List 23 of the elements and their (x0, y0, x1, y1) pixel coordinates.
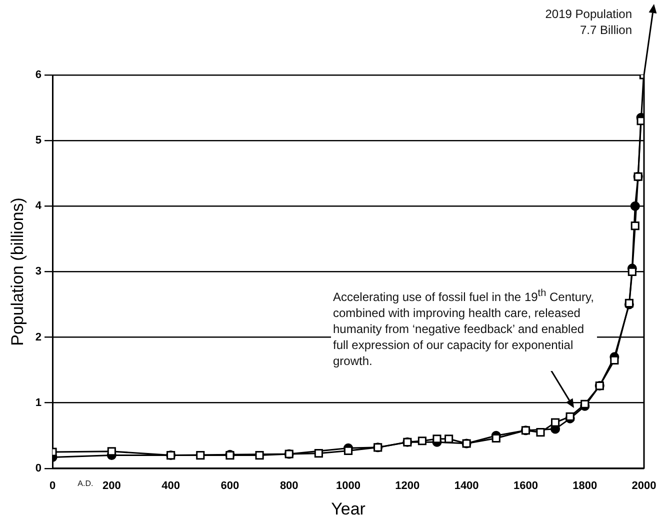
x-tick-label: 600 (220, 480, 240, 492)
y-tick-label: 3 (35, 266, 42, 278)
y-tick-label: 5 (35, 134, 42, 147)
y-tick-label: 0 (35, 462, 42, 474)
y-axis-title: Population (billions) (8, 198, 27, 346)
x-tick-label: 1200 (395, 480, 420, 492)
x-tick-label: 1600 (513, 480, 538, 492)
y-tick-label: 4 (35, 200, 42, 212)
x-tick-label: 1400 (454, 480, 479, 492)
text: A.D. (78, 478, 94, 490)
x-tick-label: 1000 (336, 480, 360, 492)
x-tick-label: 800 (280, 480, 298, 492)
y-tick-label: 2 (35, 331, 42, 344)
y-tick-label: 1 (35, 396, 42, 409)
text: 2019 Population 7.7 Billion (545, 6, 632, 38)
x-tick-label: 1800 (572, 480, 598, 492)
x-tick-label: 0 (49, 480, 56, 492)
x-axis-title: Year (331, 499, 366, 518)
annotation: Accelerating use of fossil fuel in the 19$^{th}$ Century, combined with improving health care, released humanity from ‘negative feedback’ and enabled full expression of our capacity for exponential growth. (331, 284, 597, 371)
y-tick-label: 6 (35, 69, 42, 82)
x-tick-label: 2000 (632, 480, 656, 492)
x-tick-label: 200 (102, 480, 121, 492)
x-tick-label: 400 (162, 480, 180, 492)
